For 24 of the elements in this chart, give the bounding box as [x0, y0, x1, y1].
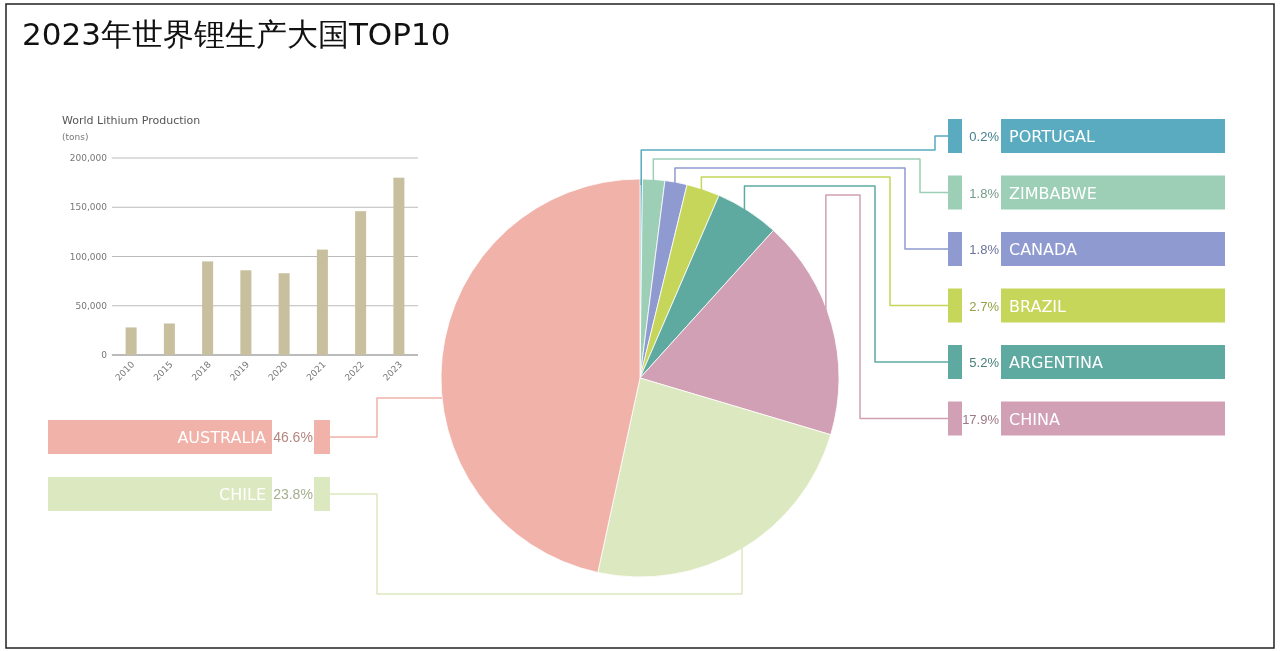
data-label: 2.7%	[969, 298, 1000, 314]
data-label: 23.8%	[273, 486, 313, 502]
data-label: 1.8%	[969, 185, 1000, 201]
slice-label: ZIMBABWE	[1009, 183, 1097, 203]
y-tick-label: 100,000	[69, 251, 108, 262]
slice-label: ARGENTINA	[1009, 353, 1103, 372]
data-label: 5.2%	[969, 355, 1000, 370]
text: 2023年世界锂生产大国TOP10	[22, 16, 451, 52]
data-label: 1.8%	[969, 242, 1000, 257]
y-axis-title: (tons)	[62, 132, 89, 142]
y-tick-label: 50,000	[75, 300, 108, 311]
y-tick-label: 150,000	[69, 202, 108, 213]
slice-label: CHINA	[1009, 409, 1060, 429]
data-label: 17.9%	[962, 411, 1000, 427]
data-label: 46.6%	[273, 429, 313, 445]
data-label: 0.2%	[969, 129, 1000, 144]
chart-title: World Lithium Production	[62, 114, 201, 127]
slice-label: BRAZIL	[1009, 296, 1067, 316]
slice-label: CANADA	[1009, 240, 1078, 259]
slice-label: CHILE	[219, 485, 266, 504]
y-tick-label: 200,000	[69, 153, 108, 163]
slice-label: PORTUGAL	[1009, 127, 1096, 146]
y-tick-label: 0	[101, 350, 108, 360]
slice-label: AUSTRALIA	[177, 428, 267, 447]
